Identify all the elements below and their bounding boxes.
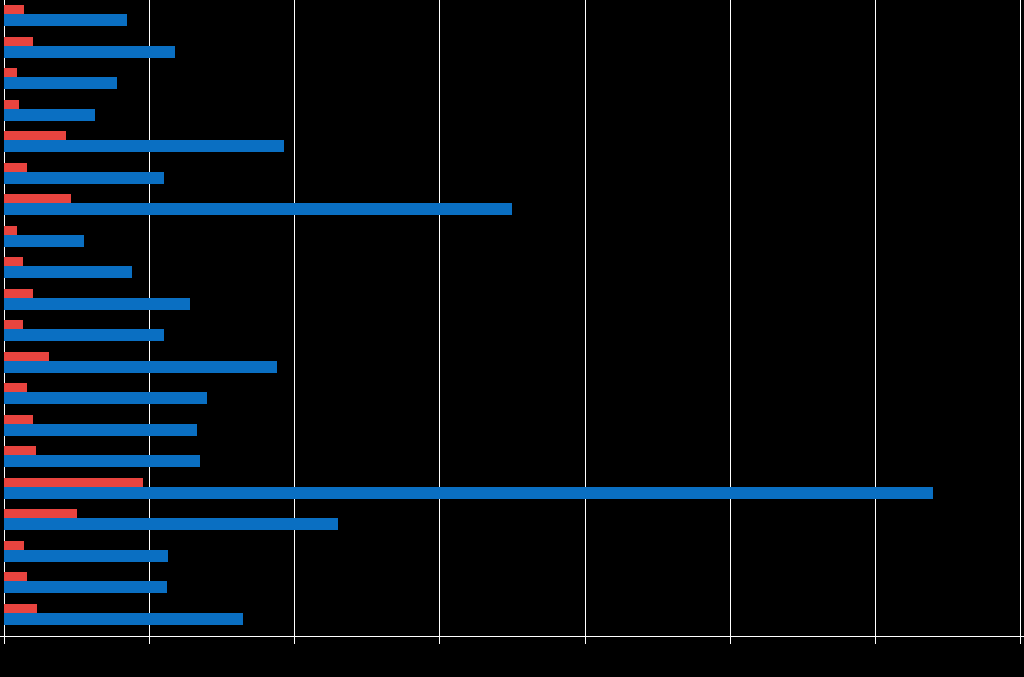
bar-blue	[4, 140, 284, 152]
bar-red	[4, 68, 17, 77]
bar-blue	[4, 14, 127, 26]
bar-blue	[4, 361, 277, 373]
bar-red	[4, 509, 77, 518]
bar-red	[4, 289, 33, 298]
bar-red	[4, 572, 27, 581]
bar-blue	[4, 77, 117, 89]
bar-blue	[4, 46, 175, 58]
x-axis-baseline	[0, 636, 1024, 637]
x-tick	[875, 636, 876, 644]
x-tick	[149, 636, 150, 644]
bar-blue	[4, 424, 197, 436]
gridline	[875, 0, 876, 637]
bar-red	[4, 37, 33, 46]
x-tick	[439, 636, 440, 644]
bar-red	[4, 320, 23, 329]
bar-red	[4, 352, 49, 361]
bar-red	[4, 194, 71, 203]
bar-red	[4, 5, 24, 14]
x-tick	[294, 636, 295, 644]
bar-blue	[4, 266, 132, 278]
gridline	[585, 0, 586, 637]
bar-blue	[4, 392, 207, 404]
bar-red	[4, 257, 23, 266]
bar-blue	[4, 455, 200, 467]
x-tick	[4, 636, 5, 644]
bar-red	[4, 604, 37, 613]
bar-red	[4, 226, 17, 235]
bar-blue	[4, 613, 243, 625]
bar-red	[4, 446, 36, 455]
gridline	[439, 0, 440, 637]
bar-blue	[4, 518, 338, 530]
bar-blue	[4, 109, 95, 121]
bar-red	[4, 131, 66, 140]
bar-blue	[4, 329, 164, 341]
bar-blue	[4, 487, 933, 499]
bar-red	[4, 478, 143, 487]
gridline	[730, 0, 731, 637]
bar-blue	[4, 203, 512, 215]
bar-red	[4, 163, 27, 172]
gridline	[294, 0, 295, 637]
x-tick	[585, 636, 586, 644]
x-tick	[730, 636, 731, 644]
bar-red	[4, 541, 24, 550]
bar-blue	[4, 172, 164, 184]
grouped-horizontal-bar-chart	[0, 0, 1024, 677]
bar-blue	[4, 550, 168, 562]
bar-blue	[4, 298, 190, 310]
bar-red	[4, 415, 33, 424]
gridline	[1020, 0, 1021, 637]
bar-red	[4, 383, 27, 392]
x-tick	[1020, 636, 1021, 644]
bar-blue	[4, 581, 167, 593]
gridline	[149, 0, 150, 637]
bar-blue	[4, 235, 84, 247]
bar-red	[4, 100, 19, 109]
